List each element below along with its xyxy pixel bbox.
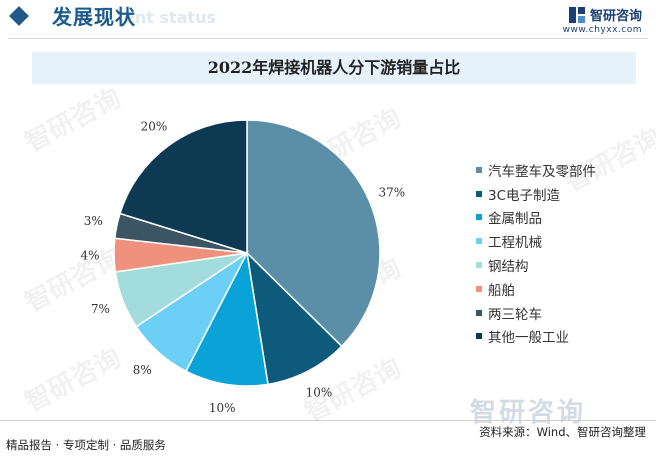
pie-slice [246, 119, 381, 348]
legend-label: 其他一般工业 [488, 330, 569, 347]
slice-data-label: 3% [84, 214, 103, 228]
legend-label: 3C电子制造 [488, 187, 561, 204]
chart-title-bar: 2022年焊接机器人分下游销量占比 [32, 52, 636, 84]
legend-label: 工程机械 [488, 235, 542, 252]
chart-legend: 汽车整车及零部件 3C电子制造 金属制品工程机械钢结构船舶两三轮车其他一般工业 [476, 158, 596, 348]
legend-swatch [476, 309, 482, 316]
slice-data-label: 4% [80, 248, 99, 262]
pie-slice [245, 250, 343, 386]
legend-label: 钢结构 [488, 259, 529, 276]
legend-swatch [476, 333, 482, 340]
legend-item: 金属制品 [476, 206, 596, 230]
legend-label: 金属制品 [488, 211, 542, 228]
brand-logo-icon [568, 6, 585, 23]
legend-swatch [476, 214, 482, 221]
section-subtitle-en: ent status [124, 8, 216, 27]
brand-url: www.chyxx.com [562, 25, 642, 35]
header-divider [8, 38, 648, 39]
slice-data-label: 8% [133, 363, 152, 377]
legend-swatch [476, 166, 482, 173]
legend-swatch [476, 285, 482, 292]
legend-swatch [476, 262, 482, 269]
pie-slice [119, 119, 248, 255]
legend-label: 两三轮车 [488, 306, 542, 323]
brand: 智研咨询 www.chyxx.com [563, 4, 642, 35]
chart-title: 2022年焊接机器人分下游销量占比 [207, 58, 461, 77]
legend-item: 其他一般工业 [476, 325, 596, 349]
legend-item: 3C电子制造 [476, 182, 596, 206]
legend-swatch [476, 238, 482, 245]
brand-name: 智研咨询 [589, 9, 642, 24]
slice-data-label: 10% [209, 401, 236, 415]
legend-swatch [476, 190, 482, 197]
legend-label: 汽车整车及零部件 [488, 163, 596, 180]
legend-label: 船舶 [488, 282, 515, 299]
slice-data-label: 20% [141, 120, 168, 134]
page-header: ent status 发展现状 智研咨询 www.chyxx.com [0, 0, 656, 36]
footer-tagline: 精品报告 · 专项定制 · 品质服务 [6, 438, 166, 452]
legend-item: 钢结构 [476, 253, 596, 277]
legend-item: 船舶 [476, 277, 596, 301]
legend-item: 汽车整车及零部件 [476, 158, 596, 182]
section-title: 发展现状 [52, 5, 136, 29]
slice-data-label: 37% [378, 185, 405, 199]
slice-data-label: 10% [306, 386, 333, 400]
legend-item: 两三轮车 [476, 301, 596, 325]
source-note: 资料来源：Wind、智研咨询整理 [479, 425, 646, 439]
legend-item: 工程机械 [476, 229, 596, 253]
slice-data-label: 7% [91, 302, 110, 316]
pie-slice [185, 250, 269, 387]
footer-divider [0, 420, 656, 421]
